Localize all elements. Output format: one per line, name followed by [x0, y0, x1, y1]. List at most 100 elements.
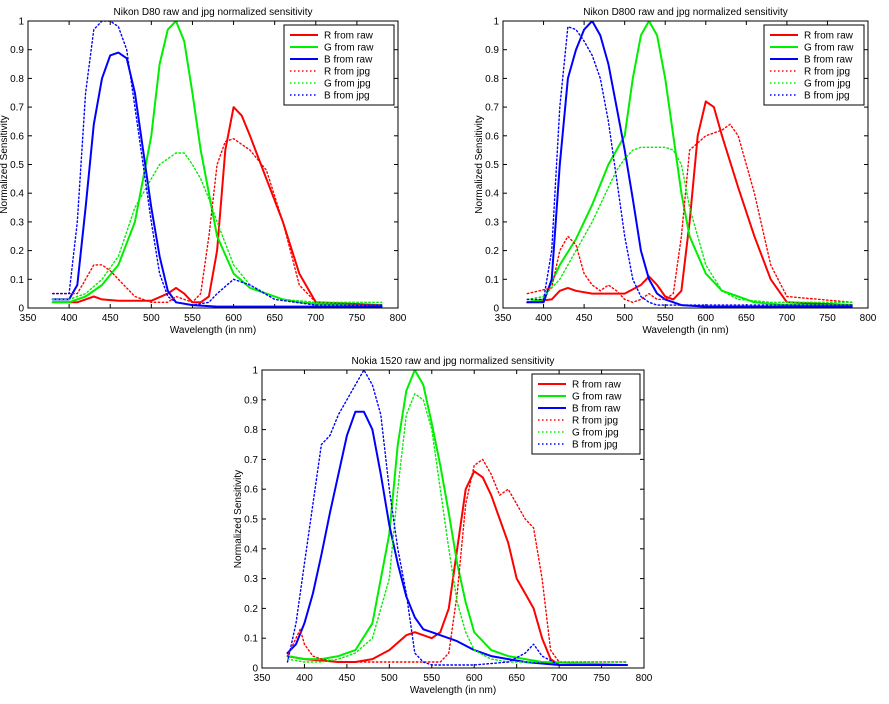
x-tick-label: 650: [266, 313, 283, 324]
y-axis-label: Normalized Sensitivity: [233, 470, 244, 568]
y-tick-label: 1: [493, 17, 499, 28]
legend-entry: B from raw: [572, 404, 621, 415]
x-tick-label: 700: [779, 313, 796, 324]
y-tick-label: 0.5: [10, 160, 24, 171]
chart-title: Nikon D80 raw and jpg normalized sensiti…: [114, 7, 313, 18]
series-line-b-from-jpg: [286, 370, 628, 666]
legend-entry: R from jpg: [324, 67, 370, 78]
y-tick-label: 0.4: [10, 189, 24, 200]
x-tick-label: 500: [381, 673, 398, 684]
legend-box: [283, 24, 395, 106]
series-line-g-from-raw: [286, 370, 628, 666]
x-tick-label: 600: [466, 673, 483, 684]
legend-box: [763, 24, 865, 106]
legend-entry: B from jpg: [572, 440, 618, 451]
y-tick-label: 0.6: [485, 131, 499, 142]
legend-entry: R from jpg: [804, 67, 850, 78]
y-axis-label: Normalized Sensitivity: [0, 115, 10, 213]
y-tick-label: 0.3: [485, 217, 499, 228]
x-tick-label: 450: [102, 313, 119, 324]
legend-entry: G from raw: [572, 392, 622, 403]
legend-entry: R from raw: [572, 380, 622, 391]
x-tick-label: 400: [535, 313, 552, 324]
chart-2: Nokia 1520 raw and jpg normalized sensit…: [233, 356, 653, 696]
series-line-g-from-jpg: [286, 393, 628, 663]
x-tick-label: 700: [307, 313, 324, 324]
y-tick-label: 0.6: [244, 485, 258, 496]
axes-box: [27, 20, 399, 309]
legend-entry: R from raw: [804, 31, 854, 42]
legend-entry: G from raw: [324, 43, 374, 54]
y-tick-label: 0.9: [244, 395, 258, 406]
series-group: [526, 21, 853, 308]
legend-box: [531, 373, 641, 455]
legend-entry: R from jpg: [572, 416, 618, 427]
y-tick-label: 0.7: [244, 455, 258, 466]
x-tick-label: 600: [697, 313, 714, 324]
y-tick-label: 0.6: [10, 131, 24, 142]
y-tick-label: 1: [252, 366, 258, 377]
legend-entry: G from jpg: [324, 79, 371, 90]
x-tick-label: 650: [508, 673, 525, 684]
x-axis-label: Wavelength (in nm): [170, 325, 256, 336]
x-tick-label: 750: [593, 673, 610, 684]
y-tick-label: 0.7: [10, 103, 24, 114]
x-axis-label: Wavelength (in nm): [642, 325, 728, 336]
y-tick-label: 0.2: [10, 246, 24, 257]
y-tick-label: 0: [252, 664, 258, 675]
y-tick-label: 0.8: [10, 74, 24, 85]
x-tick-label: 800: [636, 673, 653, 684]
series-line-r-from-raw: [286, 470, 628, 666]
y-tick-label: 0.8: [485, 74, 499, 85]
series-line-r-from-raw: [526, 100, 853, 307]
x-tick-label: 400: [296, 673, 313, 684]
series-line-b-from-jpg: [52, 21, 383, 306]
y-tick-label: 0.1: [485, 275, 499, 286]
y-tick-label: 1: [18, 17, 24, 28]
y-tick-label: 0.2: [244, 604, 258, 615]
x-tick-label: 800: [860, 313, 877, 324]
series-line-b-from-raw: [526, 21, 853, 308]
series-line-g-from-jpg: [526, 146, 853, 303]
y-tick-label: 0.8: [244, 425, 258, 436]
x-tick-label: 700: [551, 673, 568, 684]
chart-title: Nokia 1520 raw and jpg normalized sensit…: [352, 356, 555, 367]
axes-box: [261, 369, 645, 669]
series-line-r-from-jpg: [526, 123, 853, 303]
y-tick-label: 0.9: [10, 45, 24, 56]
y-tick-label: 0.1: [244, 634, 258, 645]
x-tick-label: 750: [349, 313, 366, 324]
chart-0: Nikon D80 raw and jpg normalized sensiti…: [0, 7, 407, 336]
x-tick-label: 350: [495, 313, 512, 324]
chart-title: Nikon D800 raw and jpg normalized sensit…: [583, 7, 788, 18]
y-tick-label: 0.5: [485, 160, 499, 171]
x-tick-label: 450: [339, 673, 356, 684]
y-tick-label: 0.5: [244, 515, 258, 526]
series-group: [51, 21, 383, 308]
y-tick-label: 0.4: [485, 189, 499, 200]
legend-entry: B from jpg: [804, 91, 850, 102]
y-tick-label: 0.9: [485, 45, 499, 56]
legend-entry: G from jpg: [572, 428, 619, 439]
series-line-r-from-jpg: [286, 458, 628, 663]
x-tick-label: 350: [254, 673, 271, 684]
series-line-r-from-jpg: [52, 137, 383, 306]
y-tick-label: 0.2: [485, 246, 499, 257]
legend-entry: R from raw: [324, 31, 374, 42]
series-line-b-from-raw: [286, 410, 628, 666]
series-group: [286, 370, 628, 666]
chart-1: Nikon D800 raw and jpg normalized sensit…: [474, 7, 877, 336]
series-line-r-from-raw: [51, 106, 383, 307]
legend-entry: B from raw: [324, 55, 373, 66]
y-tick-label: 0: [18, 304, 24, 315]
x-tick-label: 350: [20, 313, 37, 324]
x-tick-label: 400: [61, 313, 78, 324]
x-tick-label: 500: [616, 313, 633, 324]
x-tick-label: 500: [143, 313, 160, 324]
legend-entry: B from jpg: [324, 91, 370, 102]
x-tick-label: 550: [657, 313, 674, 324]
series-line-g-from-jpg: [52, 152, 383, 303]
